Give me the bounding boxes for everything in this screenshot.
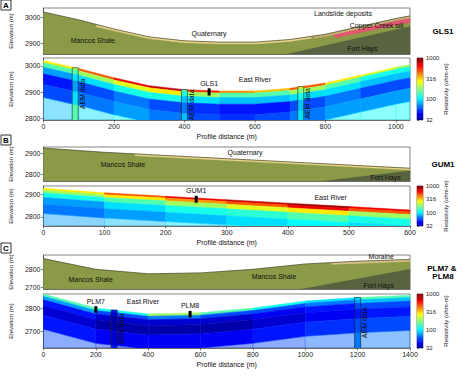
svg-text:2700: 2700 (25, 284, 41, 291)
svg-text:1400: 1400 (402, 351, 418, 358)
svg-text:2800: 2800 (25, 213, 41, 220)
svg-text:Resistivity (ohm-m): Resistivity (ohm-m) (443, 180, 449, 231)
svg-text:AEM data: AEM data (361, 307, 368, 338)
svg-text:600: 600 (404, 229, 416, 236)
svg-text:Elevation (m): Elevation (m) (8, 146, 14, 181)
svg-text:Quaternary: Quaternary (192, 30, 228, 38)
svg-text:Profile distance (m): Profile distance (m) (197, 361, 257, 369)
svg-text:Resistivity (ohm-m): Resistivity (ohm-m) (443, 63, 449, 114)
svg-text:Profile distance (m): Profile distance (m) (197, 239, 257, 247)
svg-text:600: 600 (249, 123, 261, 130)
svg-text:PLM8: PLM8 (181, 302, 199, 309)
svg-text:2900: 2900 (25, 40, 41, 47)
svg-text:600: 600 (195, 351, 207, 358)
svg-text:Copper Creek sill: Copper Creek sill (350, 22, 404, 30)
svg-text:C: C (3, 244, 9, 253)
svg-text:Elevation (m): Elevation (m) (8, 71, 14, 106)
svg-text:AEM data: AEM data (118, 314, 125, 345)
svg-text:32: 32 (426, 223, 433, 229)
svg-text:East River: East River (239, 76, 272, 83)
svg-text:Elevation (m): Elevation (m) (8, 13, 14, 48)
svg-text:Resistivity (ohm-m): Resistivity (ohm-m) (443, 295, 449, 346)
svg-text:Elevation (m): Elevation (m) (8, 188, 14, 223)
svg-text:316: 316 (426, 309, 437, 315)
svg-text:2800: 2800 (25, 171, 41, 178)
svg-text:200: 200 (160, 229, 172, 236)
svg-text:1000: 1000 (426, 291, 440, 297)
svg-text:316: 316 (426, 196, 437, 202)
svg-text:400: 400 (179, 123, 191, 130)
svg-text:Mancos Shale: Mancos Shale (68, 276, 112, 283)
svg-text:AEM data: AEM data (304, 88, 311, 119)
svg-text:PLM7: PLM7 (87, 298, 105, 305)
svg-text:1000: 1000 (426, 55, 440, 61)
svg-text:32: 32 (426, 345, 433, 351)
svg-text:B: B (3, 136, 9, 145)
svg-text:GUM1: GUM1 (186, 187, 206, 194)
svg-text:100: 100 (426, 96, 437, 102)
svg-text:PLM8: PLM8 (432, 272, 454, 281)
svg-text:1000: 1000 (426, 183, 440, 189)
svg-text:PLM7 &: PLM7 & (427, 263, 459, 273)
svg-text:2900: 2900 (25, 191, 41, 198)
svg-text:0: 0 (42, 123, 46, 130)
svg-text:2800: 2800 (25, 115, 41, 122)
svg-text:100: 100 (426, 327, 437, 333)
svg-text:A: A (3, 1, 9, 10)
svg-text:800: 800 (247, 351, 259, 358)
svg-text:East River: East River (127, 298, 160, 305)
svg-text:Quaternary: Quaternary (228, 149, 264, 157)
svg-text:Landslide deposits: Landslide deposits (314, 10, 372, 18)
svg-text:800: 800 (320, 123, 332, 130)
svg-text:Fort Hays: Fort Hays (370, 174, 401, 182)
svg-text:3000: 3000 (25, 14, 41, 21)
svg-text:200: 200 (90, 351, 102, 358)
svg-text:Elevation (m): Elevation (m) (8, 303, 14, 338)
svg-text:GLS1: GLS1 (200, 80, 218, 87)
svg-text:0: 0 (42, 229, 46, 236)
svg-text:1000: 1000 (388, 123, 404, 130)
svg-text:Elevation (m): Elevation (m) (8, 254, 14, 289)
svg-text:Profile distance (m): Profile distance (m) (197, 133, 257, 141)
svg-text:Moraine: Moraine (369, 253, 394, 260)
svg-text:Fort Hays: Fort Hays (347, 45, 378, 53)
svg-text:3000: 3000 (25, 62, 41, 69)
svg-text:2900: 2900 (25, 150, 41, 157)
svg-text:2800: 2800 (25, 266, 41, 273)
svg-text:GUM1: GUM1 (431, 160, 455, 169)
svg-text:Mancos Shale: Mancos Shale (101, 161, 145, 168)
svg-text:2900: 2900 (25, 89, 41, 96)
svg-text:400: 400 (282, 229, 294, 236)
svg-text:2800: 2800 (25, 305, 41, 312)
svg-text:200: 200 (108, 123, 120, 130)
svg-text:Mancos Shale: Mancos Shale (71, 37, 115, 44)
svg-text:Fort Hays: Fort Hays (363, 282, 394, 290)
svg-text:100: 100 (99, 229, 111, 236)
svg-text:500: 500 (343, 229, 355, 236)
svg-text:GLS1: GLS1 (433, 27, 454, 36)
svg-text:2700: 2700 (25, 328, 41, 335)
svg-text:1000: 1000 (297, 351, 313, 358)
svg-text:0: 0 (42, 351, 46, 358)
svg-text:Mancos Shale: Mancos Shale (252, 273, 296, 280)
svg-text:316: 316 (426, 76, 437, 82)
svg-text:1200: 1200 (350, 351, 366, 358)
svg-text:100: 100 (426, 210, 437, 216)
svg-text:32: 32 (426, 117, 433, 123)
svg-text:300: 300 (221, 229, 233, 236)
svg-text:AEM data: AEM data (79, 78, 86, 109)
svg-text:East River: East River (314, 194, 347, 201)
svg-text:AEM data: AEM data (188, 89, 195, 120)
svg-text:400: 400 (142, 351, 154, 358)
